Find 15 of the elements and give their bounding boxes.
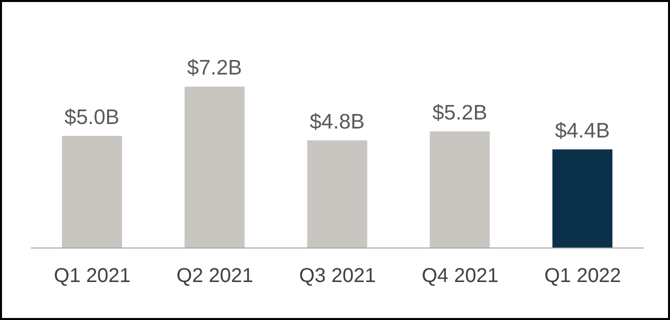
data-label: $5.0B: [64, 106, 120, 129]
data-label: $4.8B: [310, 110, 365, 134]
bar: [184, 86, 245, 248]
bar: [430, 131, 490, 248]
bar: [307, 140, 368, 248]
x-tick-label: Q3 2021: [299, 265, 376, 288]
data-label: $5.2B: [432, 101, 488, 124]
bar: [62, 136, 122, 248]
data-label: $7.2B: [187, 56, 242, 80]
x-tick-label: Q1 2022: [544, 265, 622, 288]
x-tick-label: Q2 2021: [176, 265, 254, 288]
bar: [552, 149, 612, 248]
x-tick-label: Q1 2021: [54, 265, 131, 288]
data-label: $4.4B: [554, 119, 610, 142]
x-tick-label: Q4 2021: [422, 265, 498, 288]
